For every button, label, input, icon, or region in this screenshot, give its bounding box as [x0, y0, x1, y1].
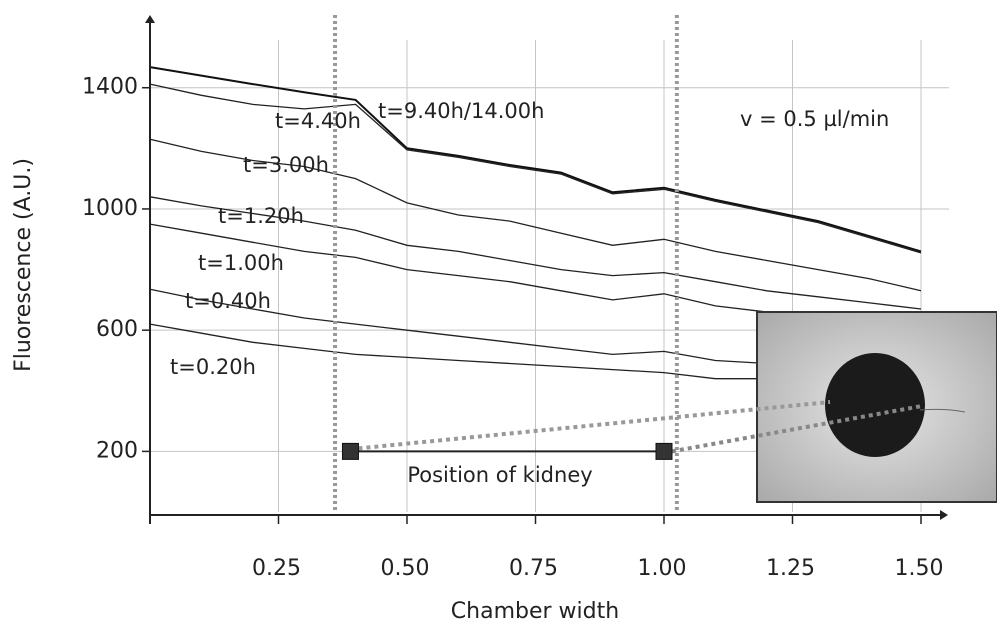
series-line	[149, 138, 922, 292]
x-axis-arrow	[940, 510, 948, 520]
y-axis-arrow	[145, 15, 155, 23]
x-tick-label: 1.25	[766, 556, 815, 581]
series-label: t=3.00h	[243, 153, 329, 177]
y-axis-title: Fluorescence (A.U.)	[11, 158, 36, 372]
kidney-marker	[655, 442, 673, 460]
y-tick-label: 1400	[82, 75, 138, 100]
annotation: v = 0.5 µl/min	[740, 107, 889, 131]
x-tick-label: 0.25	[252, 556, 301, 581]
x-tick-label: 1.50	[895, 556, 944, 581]
series-line	[149, 83, 922, 254]
kidney-connector	[671, 404, 923, 454]
kidney-marker	[341, 442, 359, 460]
kidney-label: Position of kidney	[407, 463, 592, 487]
y-tick-label: 1000	[82, 196, 138, 221]
series-label: t=0.40h	[185, 289, 271, 313]
series-label: t=4.40h	[275, 109, 361, 133]
series-line	[149, 196, 922, 310]
series-label: t=1.00h	[198, 251, 284, 275]
x-tick-label: 0.75	[509, 556, 558, 581]
kidney-connector	[358, 400, 831, 451]
series-line	[149, 66, 922, 253]
series-label: t=1.20h	[218, 204, 304, 228]
x-axis-title: Chamber width	[451, 599, 619, 624]
x-tick-label: 1.00	[638, 556, 687, 581]
y-tick-label: 600	[96, 317, 138, 342]
series-label: t=9.40h/14.00h	[378, 99, 544, 123]
inset-photo	[756, 311, 997, 503]
x-tick-label: 0.50	[381, 556, 430, 581]
series-label: t=0.20h	[170, 355, 256, 379]
y-tick-label: 200	[96, 438, 138, 463]
